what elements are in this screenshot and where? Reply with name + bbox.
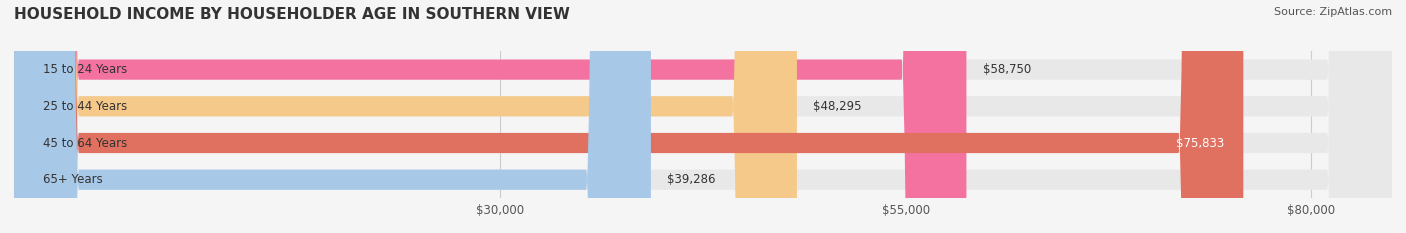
FancyBboxPatch shape — [14, 0, 1392, 233]
Text: 15 to 24 Years: 15 to 24 Years — [44, 63, 128, 76]
Text: 65+ Years: 65+ Years — [44, 173, 103, 186]
FancyBboxPatch shape — [14, 0, 1392, 233]
FancyBboxPatch shape — [14, 0, 966, 233]
FancyBboxPatch shape — [14, 0, 651, 233]
FancyBboxPatch shape — [14, 0, 1392, 233]
Text: $58,750: $58,750 — [983, 63, 1031, 76]
Text: HOUSEHOLD INCOME BY HOUSEHOLDER AGE IN SOUTHERN VIEW: HOUSEHOLD INCOME BY HOUSEHOLDER AGE IN S… — [14, 7, 569, 22]
Text: $39,286: $39,286 — [666, 173, 716, 186]
Text: 25 to 44 Years: 25 to 44 Years — [44, 100, 128, 113]
Text: $75,833: $75,833 — [1175, 137, 1223, 150]
Text: Source: ZipAtlas.com: Source: ZipAtlas.com — [1274, 7, 1392, 17]
FancyBboxPatch shape — [14, 0, 797, 233]
Text: 45 to 64 Years: 45 to 64 Years — [44, 137, 128, 150]
FancyBboxPatch shape — [14, 0, 1243, 233]
Text: $48,295: $48,295 — [813, 100, 862, 113]
FancyBboxPatch shape — [14, 0, 1392, 233]
